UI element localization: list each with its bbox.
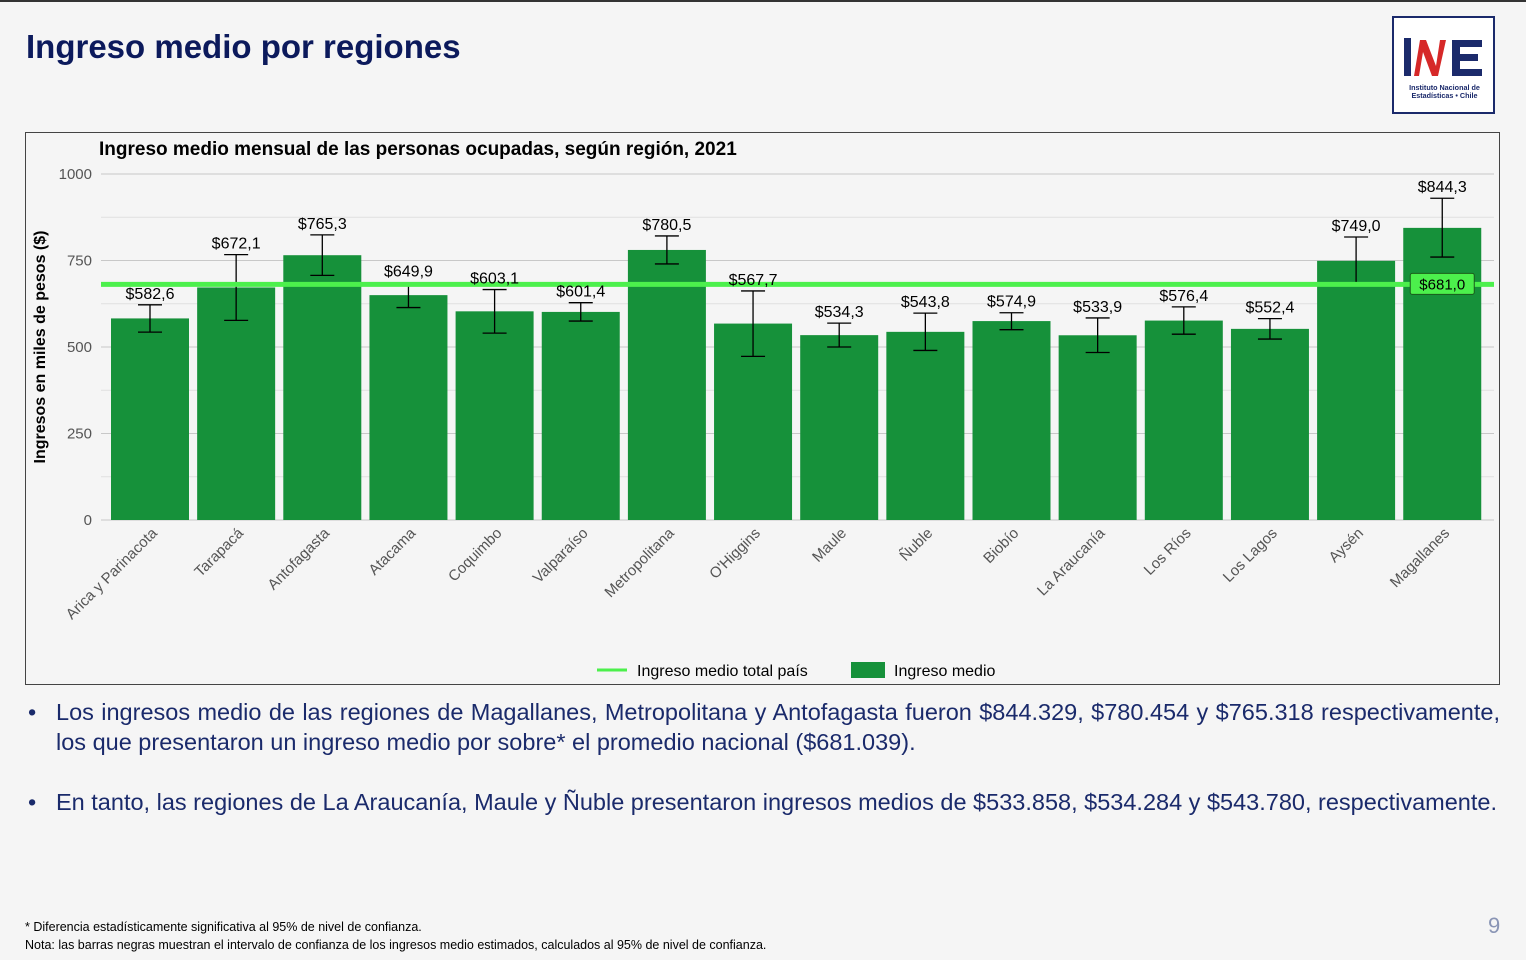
footnote-asterisk: * Diferencia estadísticamente significat… xyxy=(25,920,422,934)
x-tick-label: Atacama xyxy=(365,524,419,578)
value-label: $672,1 xyxy=(212,236,261,253)
bar xyxy=(1144,320,1223,520)
x-tick-label: Ñuble xyxy=(896,525,936,565)
bar xyxy=(541,311,620,520)
error-bar xyxy=(913,312,938,352)
error-bar xyxy=(827,322,852,348)
national-average-label: $681,0 xyxy=(1419,276,1465,293)
y-axis-label: Ingresos en miles de pesos ($) xyxy=(32,231,49,464)
value-label: $603,1 xyxy=(470,271,519,288)
logo-line-2: Estadísticas • Chile xyxy=(1411,91,1478,100)
value-label: $765,3 xyxy=(298,216,347,233)
bullet-text: Los ingresos medio de las regiones de Ma… xyxy=(56,699,1500,755)
x-tick-label: Antofagasta xyxy=(264,524,333,593)
y-tick-label: 1000 xyxy=(59,166,92,183)
bar xyxy=(886,331,965,520)
bar xyxy=(1403,227,1482,520)
bar xyxy=(1058,335,1137,520)
x-tick-label: Tarapacá xyxy=(191,524,247,580)
legend: Ingreso medio total país Ingreso medio xyxy=(597,662,995,680)
bar xyxy=(972,321,1051,520)
x-tick-label: Biobío xyxy=(980,525,1022,567)
value-label: $567,7 xyxy=(729,272,778,289)
x-tick-label: Valparaíso xyxy=(530,525,592,587)
value-labels: $582,6 $672,1 $765,3 $649,9 $603,1 $601,4 $780… xyxy=(126,179,1467,321)
error-bar xyxy=(1430,197,1455,258)
legend-bar-swatch xyxy=(851,662,885,678)
bullet-list: • Los ingresos medio de las regiones de … xyxy=(28,697,1500,847)
bullet-text: En tanto, las regiones de La Araucanía, … xyxy=(56,789,1497,815)
x-axis-ticks: Arica y Parinacota Tarapacá Antofagasta Ata… xyxy=(63,524,1453,623)
value-label: $749,0 xyxy=(1332,218,1381,235)
error-bar xyxy=(1171,306,1196,335)
error-bar xyxy=(1085,317,1110,354)
error-bar xyxy=(138,304,162,333)
x-tick-label: Coquimbo xyxy=(445,525,505,585)
x-tick-label: Magallanes xyxy=(1387,525,1453,591)
bar xyxy=(283,255,362,520)
x-tick-label: Aysén xyxy=(1326,525,1367,566)
y-tick-label: 750 xyxy=(67,253,92,270)
bullet-dot: • xyxy=(28,789,37,815)
x-tick-label: Los Lagos xyxy=(1220,525,1281,586)
bar xyxy=(1317,260,1396,520)
top-border xyxy=(0,0,1526,2)
x-tick-label: Arica y Parinacota xyxy=(63,524,162,623)
chart-title: Ingreso medio mensual de las personas oc… xyxy=(99,139,737,160)
footnote-note: Nota: las barras negras muestran el inte… xyxy=(25,938,767,952)
error-bar xyxy=(999,312,1024,331)
value-label: $649,9 xyxy=(384,264,433,281)
page-number: 9 xyxy=(1488,913,1501,938)
legend-item-national: Ingreso medio total país xyxy=(637,663,808,680)
bullet-item: • Los ingresos medio de las regiones de … xyxy=(28,697,1500,757)
logo-line-1: Instituto Nacional de xyxy=(1409,83,1480,92)
ine-logo: Instituto Nacional de Estadísticas • Chi… xyxy=(1392,16,1495,114)
error-bar xyxy=(224,253,249,322)
value-label: $533,9 xyxy=(1073,299,1122,316)
value-label: $574,9 xyxy=(987,294,1036,311)
x-tick-label: La Araucanía xyxy=(1034,524,1109,599)
error-bar xyxy=(568,302,593,322)
x-tick-label: Los Ríos xyxy=(1141,525,1195,579)
error-bar xyxy=(654,235,679,265)
bar xyxy=(369,295,448,520)
y-tick-label: 250 xyxy=(67,426,92,443)
bullet-item: • En tanto, las regiones de La Araucanía… xyxy=(28,787,1500,817)
value-label: $601,4 xyxy=(556,284,605,301)
y-tick-label: 0 xyxy=(84,512,92,529)
value-label: $552,4 xyxy=(1245,300,1294,317)
bullet-dot: • xyxy=(28,699,37,725)
x-tick-label: Metropolitana xyxy=(601,524,678,601)
bars xyxy=(111,227,1482,520)
legend-item-income: Ingreso medio xyxy=(894,663,995,680)
national-average: $681,0 xyxy=(101,272,1494,295)
value-label: $844,3 xyxy=(1418,179,1467,196)
bar xyxy=(455,311,534,520)
bar-chart: Ingreso medio mensual de las personas oc… xyxy=(32,139,1494,680)
slide-title: Ingreso medio por regiones xyxy=(26,28,461,65)
error-bar xyxy=(1257,317,1282,340)
national-average-badge: $681,0 xyxy=(1409,272,1475,295)
value-label: $582,6 xyxy=(126,286,175,303)
chart-panel: Ingreso medio mensual de las personas oc… xyxy=(25,132,1500,685)
error-bar xyxy=(741,290,766,357)
x-tick-label: Maule xyxy=(809,525,850,566)
bar xyxy=(627,249,706,520)
error-bar xyxy=(482,288,507,334)
y-axis-ticks: 0 250 500 750 1000 xyxy=(59,166,92,529)
value-label: $543,8 xyxy=(901,294,950,311)
x-tick-label: O'Higgins xyxy=(706,525,764,583)
bar xyxy=(111,318,189,520)
error-bar xyxy=(310,234,335,277)
bar xyxy=(1230,328,1309,520)
bar xyxy=(800,335,879,520)
value-label: $780,5 xyxy=(642,217,691,234)
y-tick-label: 500 xyxy=(67,339,92,356)
value-label: $534,3 xyxy=(815,304,864,321)
value-label: $576,4 xyxy=(1159,288,1208,305)
ine-logo-mark-icon xyxy=(1404,38,1482,76)
bar xyxy=(197,287,276,520)
